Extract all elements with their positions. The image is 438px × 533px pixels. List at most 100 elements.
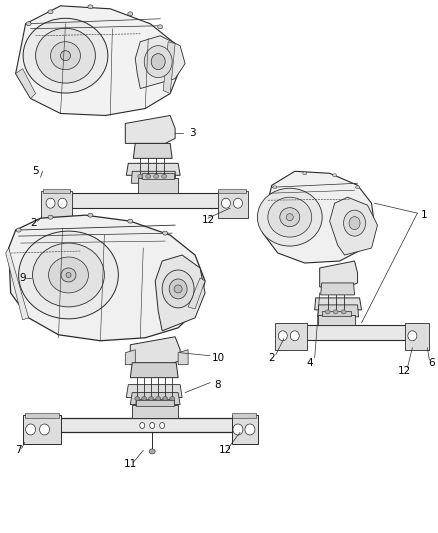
Polygon shape (178, 350, 188, 365)
Ellipse shape (151, 54, 165, 70)
Text: 5: 5 (32, 166, 39, 176)
Polygon shape (131, 171, 176, 183)
Polygon shape (126, 163, 180, 175)
Polygon shape (16, 6, 180, 116)
Polygon shape (42, 189, 71, 193)
Ellipse shape (158, 25, 162, 29)
Ellipse shape (169, 279, 187, 299)
Ellipse shape (60, 51, 71, 61)
Polygon shape (218, 189, 246, 193)
Ellipse shape (258, 188, 322, 246)
Polygon shape (53, 193, 230, 208)
Text: 10: 10 (212, 353, 225, 363)
Text: 12: 12 (201, 215, 215, 225)
Polygon shape (41, 191, 72, 218)
Ellipse shape (146, 174, 151, 178)
Text: 8: 8 (215, 379, 221, 390)
Polygon shape (163, 42, 175, 94)
Ellipse shape (154, 174, 159, 178)
Ellipse shape (16, 228, 21, 232)
Polygon shape (135, 36, 185, 88)
Ellipse shape (162, 397, 168, 401)
Ellipse shape (332, 174, 337, 177)
Polygon shape (218, 191, 248, 218)
Ellipse shape (23, 18, 108, 93)
Ellipse shape (290, 331, 299, 341)
Ellipse shape (50, 42, 81, 70)
Ellipse shape (341, 310, 346, 314)
Polygon shape (25, 413, 59, 417)
Ellipse shape (46, 198, 55, 208)
Polygon shape (132, 405, 178, 417)
Ellipse shape (26, 22, 31, 26)
Ellipse shape (222, 198, 230, 208)
Polygon shape (142, 173, 174, 179)
Ellipse shape (245, 424, 255, 435)
Ellipse shape (25, 424, 35, 435)
Ellipse shape (149, 397, 154, 401)
Polygon shape (321, 311, 350, 316)
Ellipse shape (66, 272, 71, 278)
Text: 3: 3 (189, 128, 195, 139)
Polygon shape (126, 385, 182, 398)
Ellipse shape (278, 331, 287, 341)
Ellipse shape (174, 285, 182, 293)
Polygon shape (39, 417, 245, 432)
Polygon shape (130, 393, 180, 405)
Ellipse shape (233, 198, 242, 208)
Text: 2: 2 (268, 353, 275, 363)
Polygon shape (188, 278, 205, 309)
Text: 4: 4 (307, 358, 313, 368)
Ellipse shape (149, 449, 155, 454)
Polygon shape (232, 413, 256, 417)
Ellipse shape (162, 174, 167, 178)
Ellipse shape (356, 186, 360, 189)
Polygon shape (16, 69, 35, 99)
Text: 12: 12 (398, 366, 411, 376)
Polygon shape (130, 362, 178, 378)
Ellipse shape (138, 174, 143, 178)
Polygon shape (406, 323, 429, 350)
Ellipse shape (49, 257, 88, 293)
Text: 9: 9 (19, 273, 26, 283)
Ellipse shape (280, 208, 300, 227)
Ellipse shape (343, 210, 366, 236)
Polygon shape (138, 178, 178, 193)
Ellipse shape (349, 216, 360, 230)
Polygon shape (125, 116, 175, 143)
Ellipse shape (325, 310, 330, 314)
Polygon shape (125, 350, 135, 365)
Ellipse shape (128, 219, 133, 223)
Polygon shape (321, 283, 355, 295)
Polygon shape (263, 171, 374, 263)
Ellipse shape (303, 172, 307, 175)
Ellipse shape (140, 423, 145, 429)
Ellipse shape (32, 243, 104, 307)
Polygon shape (318, 305, 359, 317)
Text: 6: 6 (428, 358, 434, 368)
Ellipse shape (142, 397, 147, 401)
Ellipse shape (170, 397, 175, 401)
Text: 2: 2 (30, 218, 37, 228)
Polygon shape (320, 261, 357, 287)
Polygon shape (275, 323, 307, 350)
Polygon shape (314, 298, 361, 310)
Polygon shape (330, 197, 378, 255)
Ellipse shape (333, 310, 338, 314)
Ellipse shape (39, 424, 49, 435)
Ellipse shape (233, 424, 243, 435)
Ellipse shape (286, 214, 293, 221)
Polygon shape (136, 400, 174, 406)
Ellipse shape (88, 5, 93, 9)
Ellipse shape (35, 28, 95, 83)
Polygon shape (285, 325, 417, 340)
Ellipse shape (58, 198, 67, 208)
Polygon shape (232, 415, 258, 445)
Ellipse shape (155, 397, 161, 401)
Ellipse shape (162, 231, 168, 235)
Ellipse shape (144, 46, 172, 78)
Ellipse shape (128, 12, 133, 16)
Text: 1: 1 (421, 210, 427, 220)
Text: 11: 11 (124, 459, 137, 470)
Polygon shape (130, 337, 180, 365)
